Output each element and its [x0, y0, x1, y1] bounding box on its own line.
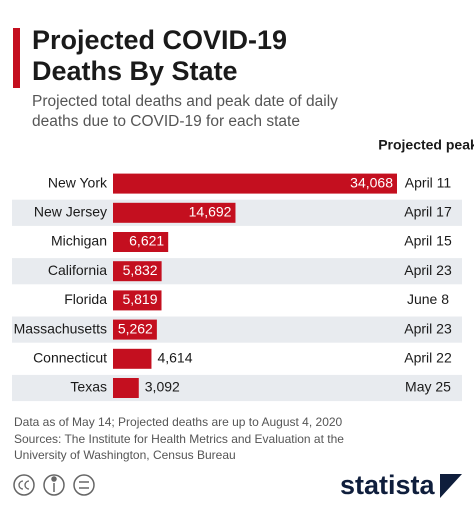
bar — [113, 173, 397, 194]
bar — [113, 290, 162, 311]
bar — [113, 378, 139, 398]
license-icons — [13, 474, 95, 496]
note: Data as of May 14; Projected deaths are … — [14, 415, 343, 429]
category-label: New Jersey — [34, 204, 107, 220]
bar — [113, 348, 152, 369]
brand: statista — [340, 470, 436, 500]
peak-date: May 25 — [405, 379, 451, 395]
value-label: 5,819 — [122, 291, 157, 307]
category-label: Florida — [64, 291, 107, 307]
peak-date: April 22 — [404, 350, 452, 366]
peak-date: April 15 — [404, 233, 452, 249]
source: Sources: The Institute for Health Metric… — [14, 432, 344, 462]
row-band — [12, 199, 462, 226]
row-band — [12, 316, 462, 343]
category-label: Massachusetts — [14, 320, 107, 336]
value-label: 5,832 — [123, 262, 158, 278]
value-label: 6,621 — [129, 233, 164, 249]
brand-logo — [440, 474, 462, 498]
bar — [113, 319, 157, 340]
bar — [113, 232, 169, 252]
peak-date: April 23 — [404, 320, 452, 336]
title-accent — [13, 28, 20, 88]
value-label: 14,692 — [189, 204, 232, 220]
peak-date: April 17 — [404, 204, 452, 220]
bar — [113, 261, 162, 282]
peak-header: Projected peak — [378, 137, 474, 153]
category-label: Texas — [70, 379, 107, 395]
category-label: Connecticut — [33, 350, 107, 366]
row-band — [12, 258, 462, 285]
chart-title: Projected COVID-19 Deaths By State — [32, 25, 288, 86]
value-label: 4,614 — [157, 350, 192, 366]
category-label: New York — [48, 174, 108, 190]
row-band — [12, 374, 462, 402]
value-label: 5,262 — [118, 320, 153, 336]
peak-date: April 11 — [405, 174, 452, 190]
chart-subtitle: Projected total deaths and peak date of … — [32, 93, 338, 130]
value-label: 34,068 — [350, 174, 393, 190]
peak-date: April 23 — [404, 262, 452, 278]
category-label: Michigan — [51, 233, 107, 249]
bar — [113, 202, 236, 223]
peak-date: June 8 — [407, 291, 449, 307]
value-label: 3,092 — [145, 379, 180, 395]
category-label: California — [48, 262, 107, 278]
